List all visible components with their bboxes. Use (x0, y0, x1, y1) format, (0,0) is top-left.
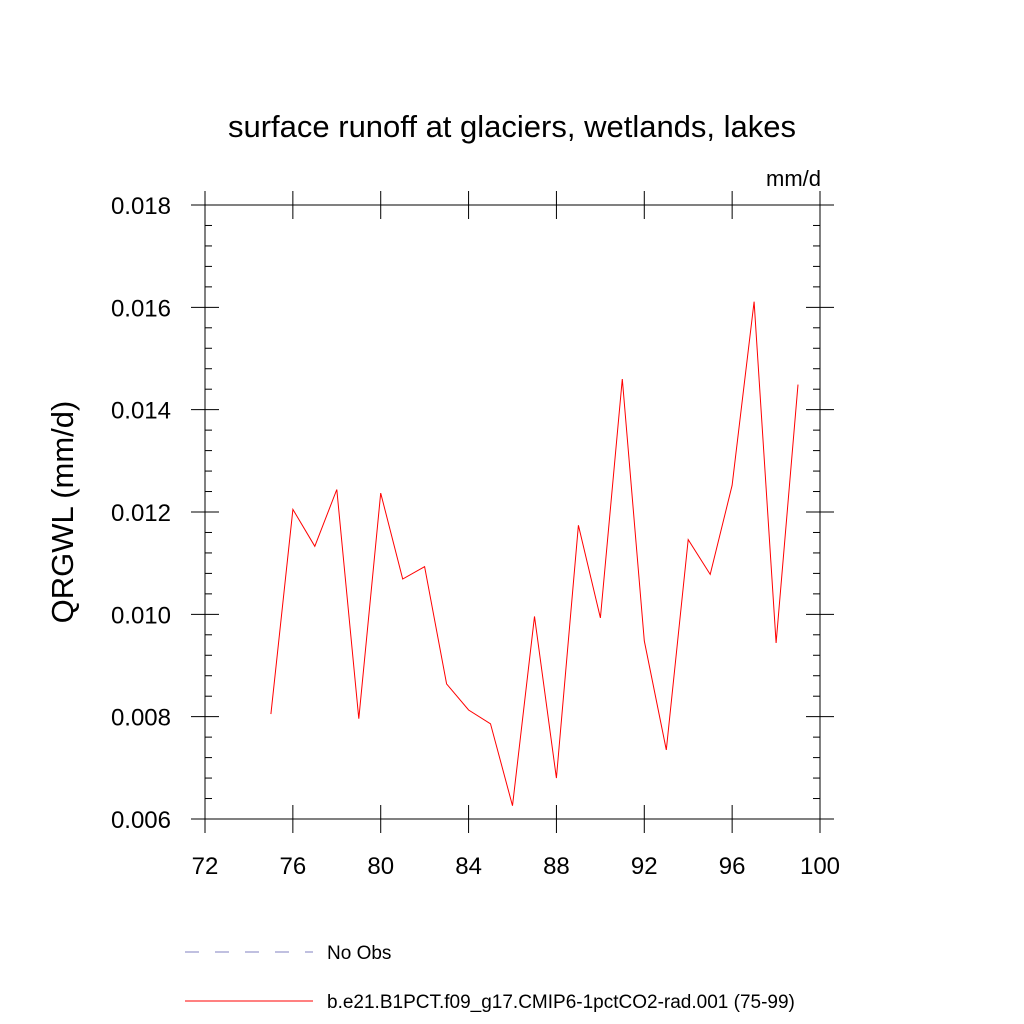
axis-ticks (191, 191, 834, 833)
units-label: mm/d (766, 166, 821, 191)
x-tick-label: 92 (631, 853, 658, 880)
y-tick-label: 0.008 (111, 705, 171, 732)
x-tick-label: 76 (280, 853, 307, 880)
y-tick-label: 0.016 (111, 295, 171, 322)
y-tick-label: 0.012 (111, 500, 171, 527)
legend-label: No Obs (327, 943, 391, 964)
y-axis-label: QRGWL (mm/d) (45, 401, 80, 624)
x-tick-label: 100 (800, 853, 840, 880)
series-layer (270, 301, 799, 806)
chart-title: surface runoff at glaciers, wetlands, la… (228, 109, 796, 144)
x-tick-label: 72 (192, 853, 219, 880)
y-tick-label: 0.006 (111, 807, 171, 834)
x-tick-label: 88 (543, 853, 570, 880)
x-tick-label: 96 (719, 853, 746, 880)
legend: No Obs b.e21.B1PCT.f09_g17.CMIP6-1pctCO2-… (185, 943, 795, 1013)
y-tick-label: 0.010 (111, 602, 171, 629)
series-line (270, 301, 799, 806)
axis-tick-labels: 72 76 80 84 88 92 96 100 0.006 0.008 0.010 0.012 0.0… (111, 193, 840, 880)
plot-frame (204, 204, 821, 820)
y-tick-label: 0.014 (111, 398, 171, 425)
y-tick-label: 0.018 (111, 193, 171, 220)
legend-label: b.e21.B1PCT.f09_g17.CMIP6-1pctCO2-rad.00… (327, 992, 795, 1013)
x-tick-label: 84 (455, 853, 482, 880)
x-tick-label: 80 (367, 853, 394, 880)
